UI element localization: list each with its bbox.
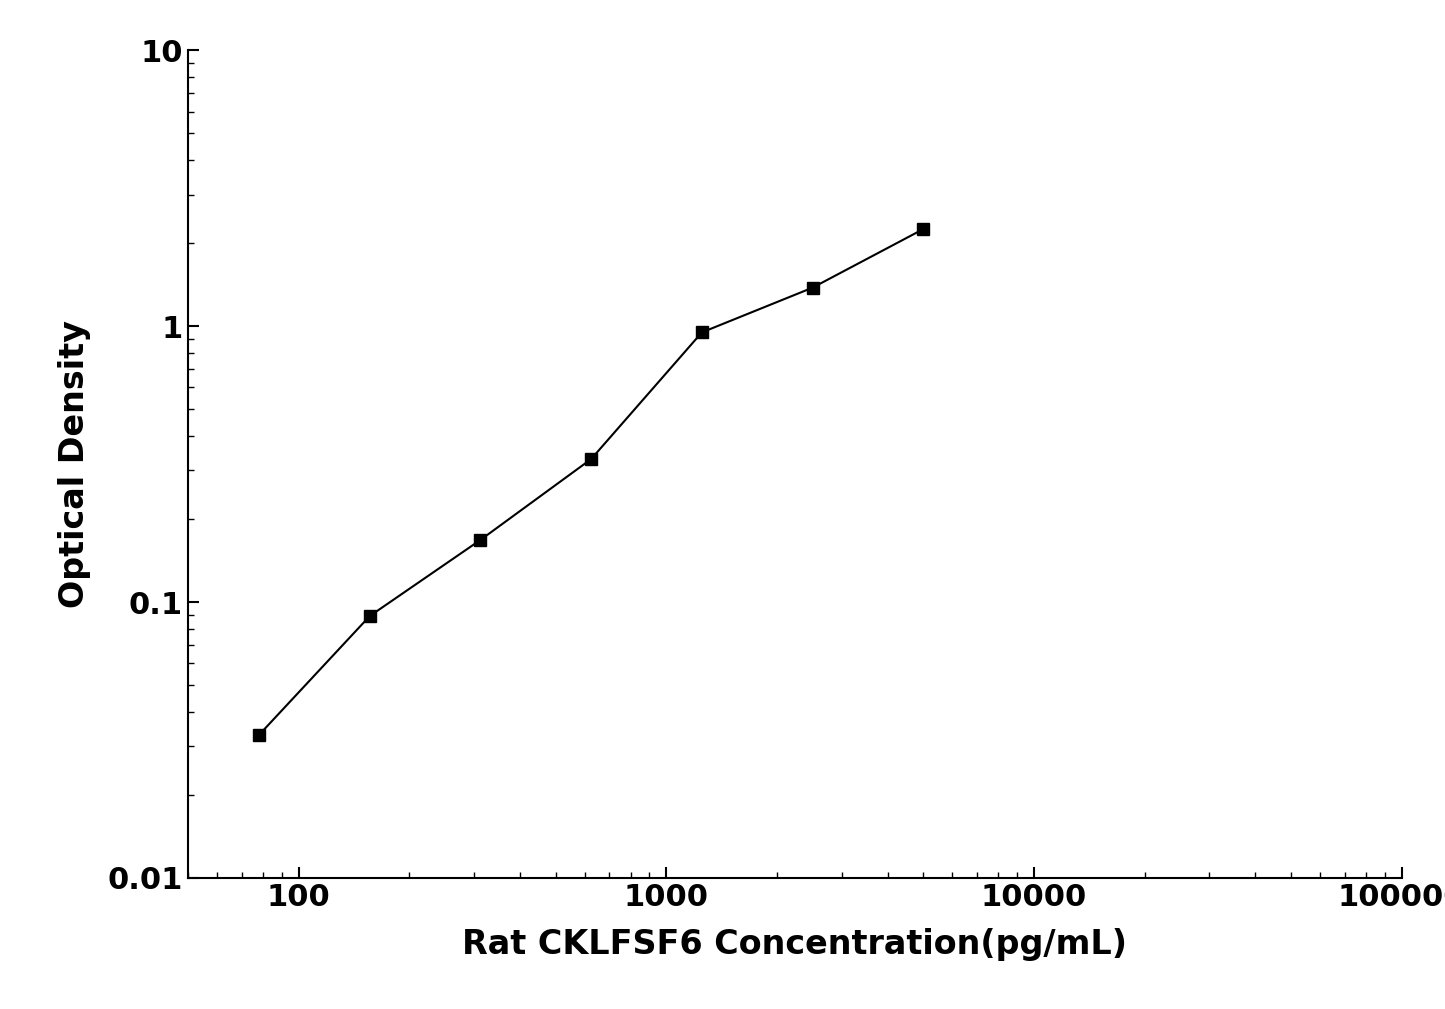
Y-axis label: Optical Density: Optical Density xyxy=(58,320,91,608)
X-axis label: Rat CKLFSF6 Concentration(pg/mL): Rat CKLFSF6 Concentration(pg/mL) xyxy=(462,928,1127,962)
